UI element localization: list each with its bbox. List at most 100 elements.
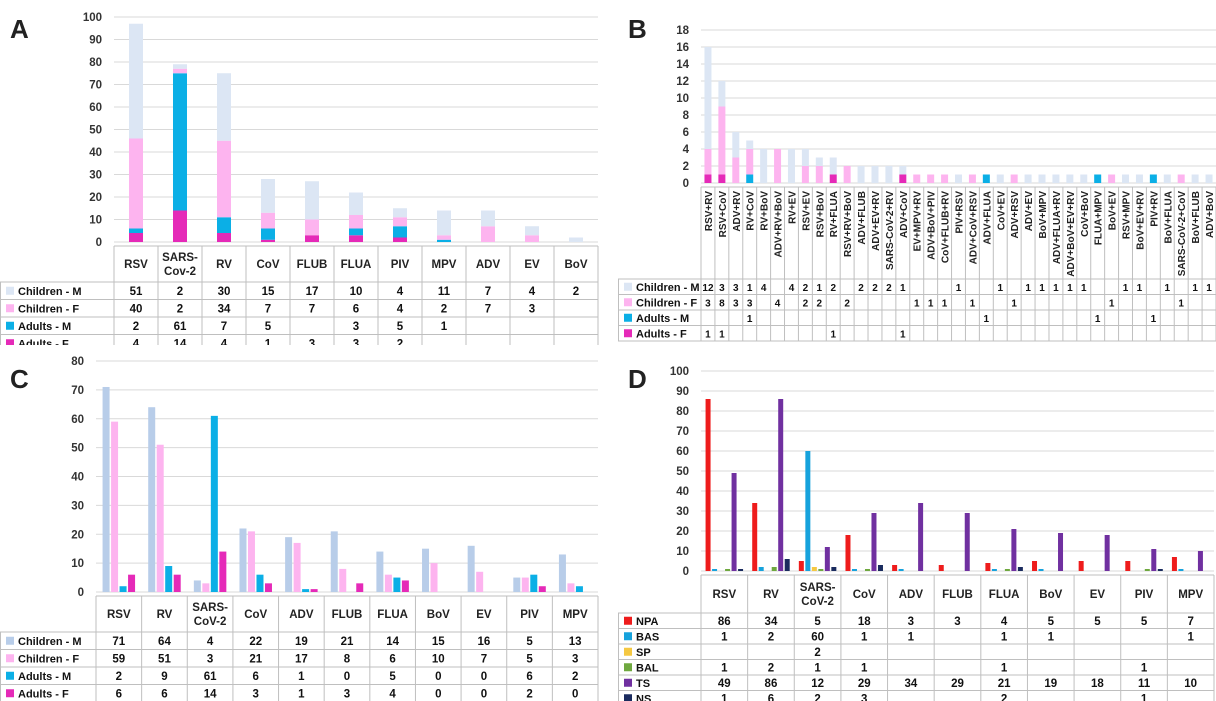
data-label-c: 9	[161, 671, 167, 683]
bar-a	[437, 239, 451, 242]
data-label-c: 5	[526, 636, 533, 648]
y-tick-label-a: 100	[83, 12, 102, 24]
bar-a	[261, 239, 275, 242]
data-label-d: 3	[954, 616, 960, 628]
bar-c	[264, 583, 272, 592]
x-tick-label-a: Cov-2	[164, 266, 196, 278]
bar-c	[165, 566, 173, 592]
data-label-d: 86	[718, 616, 731, 628]
data-label-d: 1	[861, 662, 868, 674]
panel-a: A 0 10 20 30 40 50 60 70 80 90 100 RSV SARS- Cov-2 RV C…	[0, 0, 600, 345]
bar-b	[913, 174, 921, 183]
bar-b	[718, 81, 726, 107]
bar-c	[476, 571, 484, 592]
data-label-c: 16	[478, 636, 491, 648]
x-tick-label-b: ADV+CoV	[899, 191, 910, 238]
data-label-b: 1	[928, 298, 934, 309]
data-label-a: 3	[309, 338, 315, 345]
bar-a	[481, 210, 495, 227]
bar-b	[1010, 174, 1018, 183]
panel-letter-b: B	[628, 14, 647, 44]
legend-swatch-b	[624, 313, 632, 322]
bar-b	[815, 157, 823, 166]
bar-a	[217, 73, 231, 141]
data-label-b: 1	[1123, 283, 1129, 294]
data-label-b: 1	[1206, 283, 1212, 294]
bar-a	[305, 181, 319, 220]
y-tick-label-c: 20	[71, 529, 84, 541]
legend-swatch-b	[624, 329, 632, 338]
data-label-b: 1	[1039, 283, 1045, 294]
bar-c	[401, 580, 409, 592]
y-tick-label-c: 40	[71, 472, 84, 484]
data-label-c: 2	[572, 671, 578, 683]
data-label-b: 1	[956, 283, 962, 294]
data-label-c: 21	[341, 636, 354, 648]
data-label-b: 1	[1067, 283, 1073, 294]
data-label-d: 10	[1184, 678, 1197, 690]
y-tick-label-c: 70	[71, 385, 84, 397]
data-label-d: 86	[765, 678, 778, 690]
legend-swatch-d	[624, 616, 632, 625]
data-label-c: 19	[295, 636, 308, 648]
data-label-d: 5	[1141, 616, 1148, 628]
bar-d	[758, 567, 764, 571]
y-tick-label-a: 60	[89, 102, 102, 114]
data-label-a: 7	[309, 303, 315, 315]
bar-b	[1163, 174, 1171, 183]
data-label-a: 2	[133, 321, 139, 333]
bar-d	[991, 569, 997, 571]
data-label-b: 4	[775, 298, 781, 309]
y-tick-label-b: 16	[676, 42, 689, 54]
data-label-b: 12	[702, 283, 714, 294]
x-tick-label-b: PIV+RSV	[955, 191, 966, 234]
bar-d	[1157, 569, 1163, 571]
data-label-b: 2	[872, 283, 878, 294]
data-label-a: 30	[218, 286, 231, 298]
data-label-a: 15	[262, 286, 275, 298]
y-tick-label-a: 40	[89, 147, 102, 159]
x-tick-label-b: CoV+EV	[996, 191, 1007, 231]
data-label-c: 14	[386, 636, 399, 648]
bar-a	[261, 179, 275, 213]
bar-b	[829, 174, 837, 183]
data-label-b: 3	[719, 283, 725, 294]
data-label-d: 29	[858, 678, 871, 690]
data-label-d: 1	[1001, 662, 1008, 674]
legend-label-d: TS	[636, 678, 650, 690]
bar-b	[1052, 174, 1060, 183]
y-tick-label-d: 10	[676, 546, 689, 558]
panel-letter-c: C	[10, 364, 29, 394]
legend-swatch-c	[6, 689, 14, 698]
data-label-a: 34	[218, 303, 231, 315]
bar-c	[538, 586, 546, 592]
legend-label-c: Children - F	[18, 653, 79, 665]
x-tick-label-b: RV+BoV	[760, 191, 771, 231]
bar-c	[302, 589, 310, 592]
data-label-c: 8	[344, 653, 351, 665]
bar-d	[798, 561, 804, 571]
bar-b	[1205, 174, 1213, 183]
y-tick-label-b: 10	[676, 93, 689, 105]
data-label-d: 3	[861, 693, 867, 701]
bar-d	[1058, 533, 1064, 571]
data-label-d: 49	[718, 678, 731, 690]
data-label-c: 22	[249, 636, 262, 648]
bar-a	[569, 237, 583, 242]
bar-c	[310, 589, 318, 592]
bar-c	[339, 568, 347, 592]
y-tick-label-a: 90	[89, 35, 102, 47]
data-label-b: 1	[705, 329, 711, 340]
bar-c	[148, 407, 156, 592]
data-label-c: 61	[204, 671, 217, 683]
panel-d: D 0 10 20 30 40 50 60 70 80 90 100 RSV RV SARS- CoV-2 C…	[618, 352, 1216, 701]
bar-c	[102, 386, 110, 592]
data-label-d: 34	[904, 678, 917, 690]
bar-c	[111, 421, 119, 592]
data-label-c: 17	[295, 653, 308, 665]
bar-b	[704, 47, 712, 149]
x-tick-label-c: ADV	[289, 609, 314, 621]
chart-d: 0 10 20 30 40 50 60 70 80 90 100 RSV RV SARS- CoV-2 CoV…	[618, 366, 1215, 701]
bar-c	[219, 551, 227, 592]
